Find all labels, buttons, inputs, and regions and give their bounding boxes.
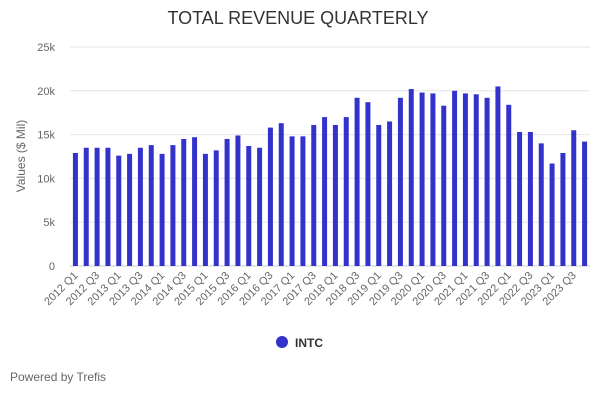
bar[interactable] [224,138,230,266]
bar[interactable] [170,145,176,266]
legend-label-intc[interactable]: INTC [295,336,323,350]
bar[interactable] [387,121,393,267]
bar[interactable] [94,147,100,266]
y-tick-label: 20k [37,86,55,98]
bar[interactable] [419,92,425,266]
bar[interactable] [343,117,349,266]
bar[interactable] [441,105,447,266]
chart-title: TOTAL REVENUE QUARTERLY [167,8,428,28]
bar[interactable] [560,152,566,266]
bar[interactable] [127,153,133,266]
powered-by-credits[interactable]: Powered by Trefis [10,370,107,384]
bar[interactable] [430,93,436,266]
bar[interactable] [473,94,479,266]
bar[interactable] [332,124,338,267]
bar[interactable] [300,136,306,266]
bar[interactable] [408,89,414,266]
y-tick-label: 10k [37,173,55,185]
bar[interactable] [116,155,122,266]
bar[interactable] [246,145,252,266]
bar[interactable] [365,102,371,266]
bar[interactable] [159,153,165,266]
bar[interactable] [105,147,111,266]
bar[interactable] [148,145,154,266]
bar[interactable] [202,153,208,266]
bar[interactable] [582,141,588,266]
bar[interactable] [506,104,512,266]
y-tick-label: 15k [37,130,55,142]
bar[interactable] [181,138,187,266]
bar[interactable] [462,93,468,266]
y-tick-label: 0 [49,261,55,273]
bar[interactable] [549,163,555,266]
bar[interactable] [289,136,295,266]
bar[interactable] [192,137,198,266]
bar[interactable] [213,150,219,266]
bar[interactable] [354,97,360,266]
bars [72,86,588,267]
bar[interactable] [538,143,544,266]
bar[interactable] [495,86,501,266]
y-axis-label: Values ($ Mil) [14,120,28,192]
bar[interactable] [322,117,328,266]
bar[interactable] [267,127,273,266]
bar[interactable] [235,135,241,266]
bar[interactable] [278,123,284,266]
bar[interactable] [452,90,458,266]
bar[interactable] [72,152,78,266]
bar[interactable] [527,131,533,266]
y-tick-label: 5k [43,217,55,229]
bar[interactable] [311,124,317,267]
bar[interactable] [517,131,523,266]
legend-marker[interactable] [276,336,288,348]
y-tick-label: 25k [37,42,55,54]
bar[interactable] [571,130,577,266]
bar[interactable] [397,97,403,266]
bar[interactable] [83,147,89,266]
bar[interactable] [376,124,382,267]
legend[interactable]: INTC [276,336,323,350]
bar[interactable] [257,147,263,266]
bar[interactable] [137,147,143,266]
y-axis-ticks: 0 5k 10k 15k 20k 25k [37,42,55,273]
bar[interactable] [484,97,490,266]
gridlines [70,46,590,267]
